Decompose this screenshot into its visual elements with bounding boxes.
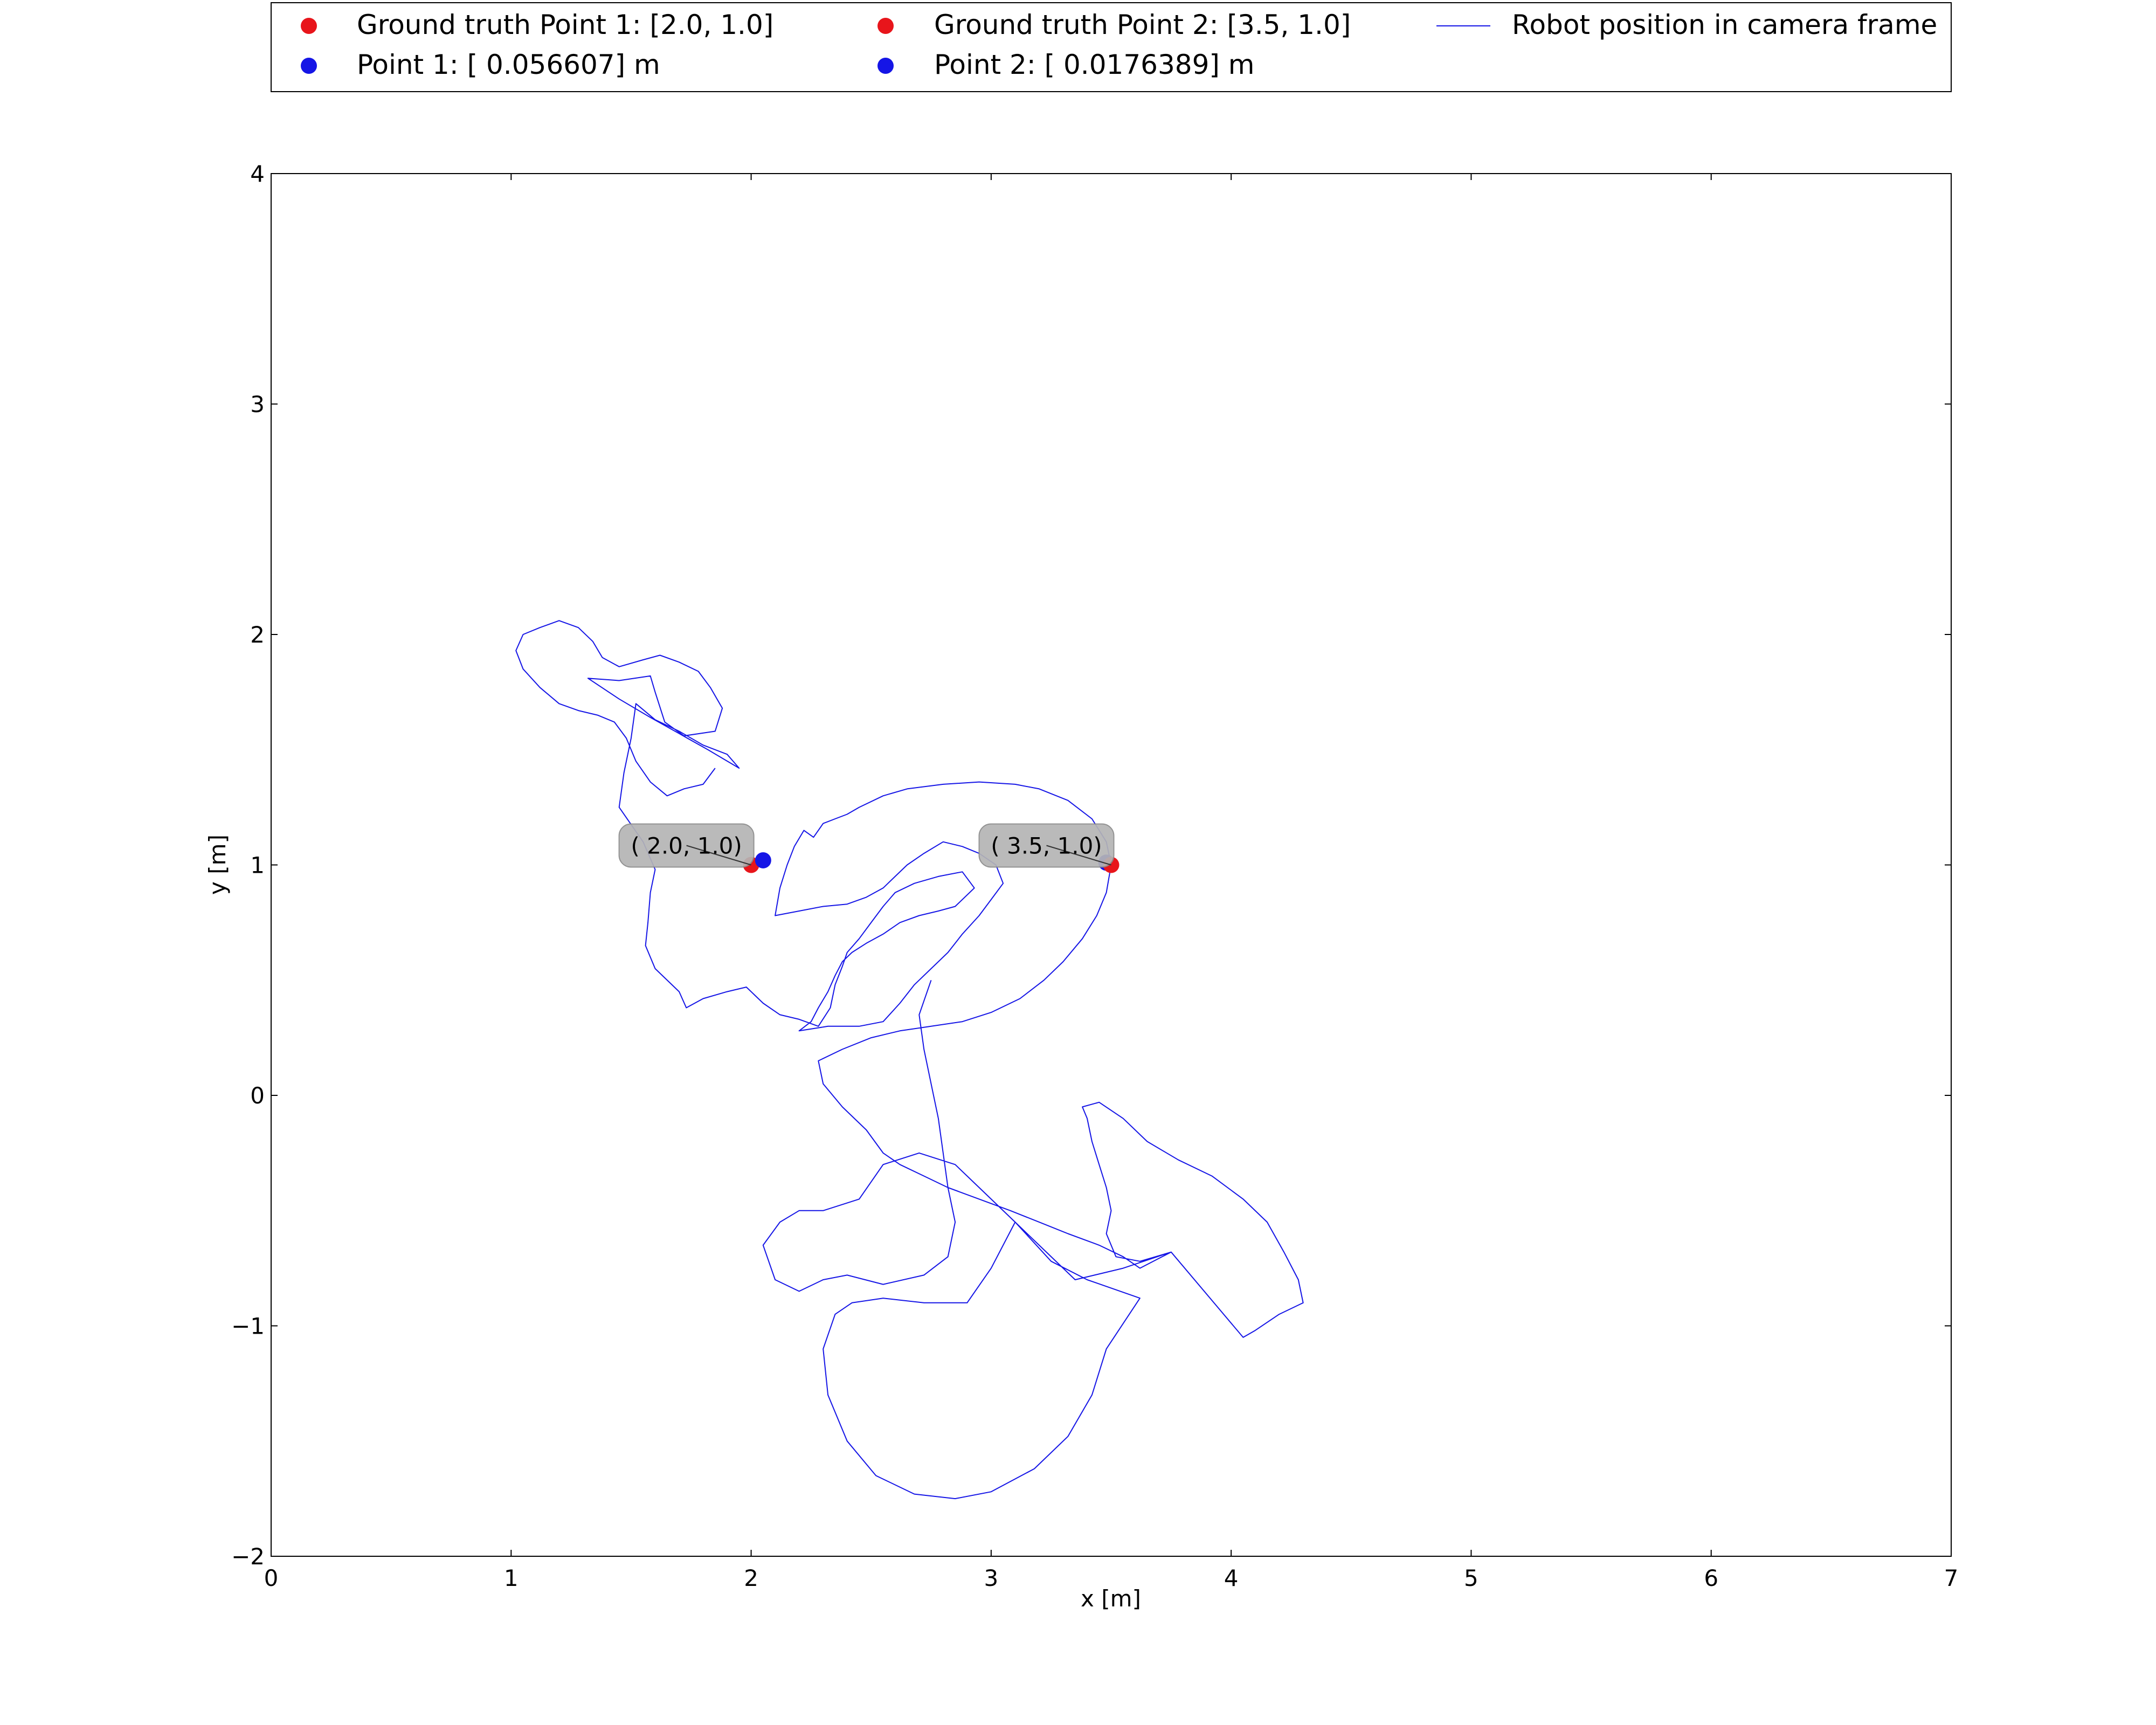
- legend-label-point1: Point 1: [ 0.056607] m: [357, 49, 660, 80]
- y-axis-label: y [m]: [204, 834, 231, 895]
- y-tick-label: 4: [250, 161, 265, 187]
- legend-label-gt1: Ground truth Point 1: [2.0, 1.0]: [357, 9, 773, 40]
- x-tick-label: 6: [1704, 1565, 1718, 1591]
- y-tick-label: 3: [250, 391, 265, 418]
- x-tick-label: 5: [1464, 1565, 1478, 1591]
- legend-marker-point1: [301, 58, 317, 74]
- legend: Ground truth Point 1: [2.0, 1.0] Point 1…: [271, 2, 1952, 92]
- legend-label-gt2: Ground truth Point 2: [3.5, 1.0]: [934, 9, 1351, 40]
- x-tick-label: 3: [984, 1565, 998, 1591]
- x-tick-label: 0: [264, 1565, 279, 1591]
- legend-marker-point2: [877, 58, 894, 74]
- annotation-arrow: [686, 845, 751, 866]
- legend-label-trajectory: Robot position in camera frame: [1512, 9, 1937, 40]
- trajectory-series: [515, 620, 1304, 1500]
- legend-marker-gt2: [877, 18, 894, 34]
- axes: 0 1 2 3 4 5 6 7 −2 −1 0 1 2 3 4: [231, 161, 1958, 1591]
- x-axis-label: x [m]: [1081, 1585, 1141, 1612]
- annotation-label: ( 3.5, 1.0): [991, 833, 1102, 859]
- y-tick-label: 1: [250, 852, 265, 879]
- annotation-label: ( 2.0, 1.0): [631, 833, 742, 859]
- marker-p1: [755, 852, 771, 868]
- x-tick-label: 4: [1224, 1565, 1239, 1591]
- y-tick-label: −2: [231, 1543, 265, 1570]
- x-tick-label: 2: [744, 1565, 758, 1591]
- y-tick-label: 0: [250, 1082, 265, 1109]
- y-tick-label: −1: [231, 1313, 265, 1340]
- point-annotations: ( 2.0, 1.0) ( 3.5, 1.0): [618, 823, 1115, 868]
- x-tick-label: 1: [504, 1565, 519, 1591]
- x-tick-label: 7: [1944, 1565, 1959, 1591]
- y-tick-label: 2: [250, 622, 265, 648]
- legend-label-point2: Point 2: [ 0.0176389] m: [934, 49, 1254, 80]
- legend-marker-gt1: [301, 18, 317, 34]
- annotation-arrow: [1046, 845, 1111, 866]
- legend-frame: [271, 2, 1952, 92]
- trajectory-line: [515, 620, 1304, 1500]
